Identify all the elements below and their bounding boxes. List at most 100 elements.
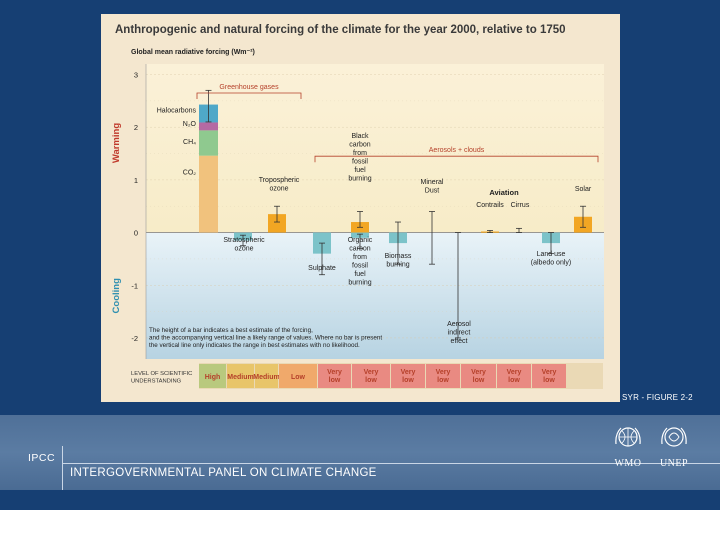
understanding-cell [532, 364, 566, 388]
understanding-level: Very [471, 369, 486, 376]
bar-label: burning [386, 262, 409, 269]
y-tick-label: 3 [134, 71, 138, 80]
bar-label: ozone [269, 186, 288, 193]
bar-label: fossil [352, 263, 368, 270]
bar-label: Cirrus [511, 202, 530, 209]
unep-emblem-icon [661, 427, 687, 447]
bar-label: from [353, 254, 367, 261]
wmo-name: WMO [614, 458, 642, 469]
ghg-label: N₂O [183, 121, 197, 128]
bar-label: Land use [537, 251, 566, 258]
org-short-name: IPCC [28, 452, 56, 464]
understanding-cell [352, 364, 390, 388]
understanding-level: Very [364, 369, 379, 376]
ghg-label: CO₂ [183, 170, 197, 177]
understanding-cell [279, 364, 317, 388]
understanding-cell [318, 364, 351, 388]
wmo-emblem-icon [615, 427, 641, 447]
bar-label: Sulphate [308, 265, 336, 272]
ghg-bar-segment [199, 155, 218, 233]
ghg-label: Halocarbons [157, 107, 197, 114]
chart-title: Anthropogenic and natural forcing of the… [115, 24, 566, 36]
understanding-title: UNDERSTANDING [131, 379, 182, 385]
understanding-level: low [473, 377, 485, 384]
bar-label: ozone [234, 246, 253, 253]
cooling-label: Cooling [111, 278, 122, 314]
bar-label: Biomass [385, 253, 412, 260]
understanding-title: LEVEL OF SCIENTIFIC [131, 371, 192, 377]
greenhouse-bracket-label: Greenhouse gases [219, 84, 279, 91]
figure-caption: SYR - FIGURE 2-2 [622, 393, 693, 402]
footer-rule [62, 463, 720, 464]
bar-label: carbon [349, 246, 371, 253]
unep-logo: UNEP [652, 424, 696, 470]
forcing-bar [268, 214, 286, 233]
understanding-cell [461, 364, 496, 388]
annotation-text: the vertical line only indicates the ran… [149, 342, 360, 349]
understanding-level: Very [327, 369, 342, 376]
bar-label: burning [348, 176, 371, 183]
forcing-figure: 3 2 1 0 -1 -2 Anthropogenic and natural forcin… [101, 14, 620, 402]
understanding-level: low [402, 377, 414, 384]
understanding-level: Very [542, 369, 557, 376]
understanding-level: Very [507, 369, 522, 376]
bar-label: (albedo only) [531, 260, 571, 267]
bar-label: Solar [575, 186, 592, 193]
bar-label: Tropospheric [259, 177, 300, 184]
bar-label: Dust [425, 188, 439, 195]
footer-divider [62, 446, 63, 490]
understanding-level: low [365, 377, 377, 384]
understanding-level: low [329, 377, 341, 384]
understanding-level: Very [436, 369, 451, 376]
bar-label: indirect [448, 330, 471, 337]
y-tick-label: -2 [131, 334, 138, 343]
understanding-cell [255, 364, 278, 388]
ghg-label: CH₄ [183, 139, 196, 146]
y-tick-label: 2 [134, 123, 138, 132]
annotation-text: and the accompanying vertical line a lik… [149, 335, 382, 342]
bar-label: fuel [354, 271, 366, 278]
bar-label: burning [348, 280, 371, 287]
understanding-level: Medium [253, 374, 279, 381]
bar-label: Contrails [476, 202, 504, 209]
warming-region [146, 64, 604, 233]
y-tick-label: 0 [134, 229, 138, 238]
understanding-level: Very [401, 369, 416, 376]
unep-name: UNEP [659, 458, 689, 469]
y-tick-label: -1 [131, 281, 138, 290]
greenhouse-bracket [196, 92, 302, 99]
bar-label: Stratospheric [223, 237, 265, 244]
bar-label: from [353, 150, 367, 157]
understanding-level: High [205, 374, 221, 381]
bar-label: fuel [354, 167, 366, 174]
understanding-level: Low [291, 374, 306, 381]
understanding-level: low [437, 377, 449, 384]
understanding-level: low [543, 377, 555, 384]
y-axis-label: Global mean radiative forcing (Wm⁻²) [131, 49, 255, 56]
understanding-cell [497, 364, 531, 388]
ghg-bar-segment [199, 130, 218, 156]
understanding-cell [227, 364, 254, 388]
understanding-cell [426, 364, 460, 388]
understanding-cell [391, 364, 425, 388]
org-full-name: INTERGOVERNMENTAL PANEL ON CLIMATE CHANG… [70, 467, 377, 479]
forcing-chart: 3 2 1 0 -1 -2 Anthropogenic and natural forcin… [111, 24, 604, 389]
aerosols-bracket [314, 155, 599, 163]
bar-label: Organic [348, 237, 373, 244]
aviation-label: Aviation [489, 188, 519, 197]
understanding-level: low [508, 377, 520, 384]
understanding-cell [199, 364, 226, 388]
annotation-text: The height of a bar indicates a best est… [149, 327, 313, 334]
ghg-bar-segment [199, 122, 218, 131]
wmo-logo: WMO [606, 424, 650, 470]
bar-label: Black [351, 133, 369, 140]
bar-label: fossil [352, 159, 368, 166]
aerosols-bracket-label: Aerosols + clouds [429, 147, 485, 154]
warming-label: Warming [111, 123, 122, 163]
bar-label: carbon [349, 142, 371, 149]
y-tick-label: 1 [134, 176, 138, 185]
bar-label: Mineral [421, 179, 444, 186]
bar-label: Aerosol [447, 321, 471, 328]
understanding-level: Medium [227, 374, 253, 381]
bar-label: effect [451, 338, 468, 345]
